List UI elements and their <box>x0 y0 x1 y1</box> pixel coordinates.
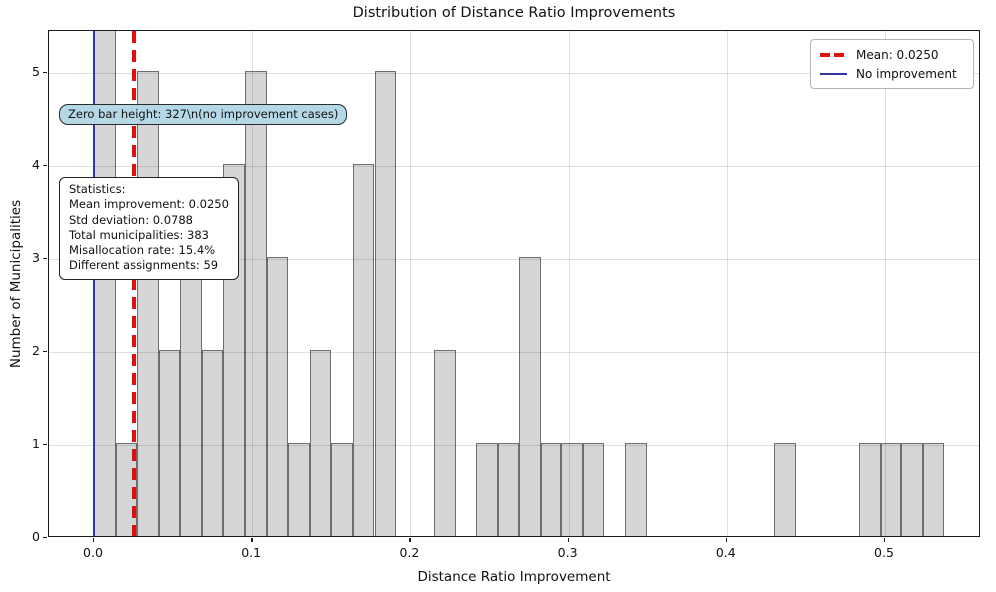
y-tick-label: 2 <box>32 342 40 358</box>
histogram-bar <box>540 443 561 536</box>
legend-item-mean: Mean: 0.0250 <box>820 45 964 64</box>
y-tick-mark <box>43 164 47 167</box>
statistics-annotation: Statistics: Mean improvement: 0.0250 Std… <box>59 177 239 280</box>
gridline-y <box>49 72 979 74</box>
histogram-bar <box>922 443 945 536</box>
no-improvement-line-sample <box>820 72 847 75</box>
x-tick-mark <box>251 538 253 542</box>
histogram-bar <box>859 443 881 536</box>
histogram-bar <box>901 443 923 536</box>
histogram-bar <box>476 443 498 536</box>
gridline-y <box>49 258 979 260</box>
x-tick-mark <box>725 538 728 542</box>
histogram-bar <box>561 443 583 536</box>
gridline-x <box>410 31 412 536</box>
histogram-bar <box>245 70 267 536</box>
histogram-bar <box>137 70 159 536</box>
y-tick-label: 3 <box>32 249 40 265</box>
mean-line <box>131 31 136 536</box>
gridline-x <box>726 31 728 536</box>
zero-bar-annotation: Zero bar height: 327\n(no improvement ca… <box>59 104 348 125</box>
chart-title: Distribution of Distance Ratio Improveme… <box>352 5 676 21</box>
gridline-x <box>252 31 254 536</box>
x-tick-label: 0.5 <box>874 545 894 560</box>
y-tick-label: 5 <box>32 63 40 79</box>
x-tick-label: 0.0 <box>83 545 103 560</box>
stats-line: Different assignments: 59 <box>69 258 219 273</box>
x-tick-label: 0.3 <box>557 545 578 560</box>
legend: Mean: 0.0250 No improvement <box>810 39 974 89</box>
y-tick-label: 1 <box>32 436 40 451</box>
histogram-bar <box>288 443 310 536</box>
histogram-bar <box>497 443 520 536</box>
x-tick-label: 0.1 <box>241 545 262 560</box>
y-axis-label: Number of Municipalities <box>8 199 24 369</box>
no-improvement-line <box>93 31 95 536</box>
plot-area <box>48 30 980 537</box>
stats-line: Misallocation rate: 15.4% <box>69 243 216 258</box>
histogram-bar <box>309 349 332 536</box>
stats-line: Std deviation: 0.0788 <box>69 212 193 227</box>
histogram-bar <box>773 443 796 536</box>
gridline-x <box>568 31 570 536</box>
histogram-bar <box>434 349 456 536</box>
histogram-bar <box>331 443 353 536</box>
x-tick-label: 0.2 <box>399 545 420 560</box>
x-tick-mark <box>567 538 569 542</box>
x-tick-mark <box>884 538 886 542</box>
y-tick-mark <box>43 537 47 539</box>
y-tick-mark <box>43 444 47 446</box>
histogram-bar <box>352 163 375 536</box>
histogram-bar <box>201 349 224 536</box>
histogram-bar <box>881 443 901 536</box>
histogram-bar <box>158 349 181 536</box>
legend-label: No improvement <box>856 66 957 81</box>
gridline-y <box>49 445 979 446</box>
stats-line: Mean improvement: 0.0250 <box>69 197 229 212</box>
x-tick-mark <box>409 538 411 542</box>
y-tick-label: 4 <box>32 156 40 172</box>
gridline-x <box>885 31 886 536</box>
gridline-y <box>49 351 979 353</box>
stats-line: Total municipalities: 383 <box>69 227 209 242</box>
y-tick-label: 0 <box>32 529 40 544</box>
histogram-bar <box>374 70 396 536</box>
stats-line: Statistics: <box>69 182 126 196</box>
x-axis-label: Distance Ratio Improvement <box>417 569 611 585</box>
x-tick-mark <box>93 538 95 542</box>
histogram-bar <box>519 256 541 536</box>
y-tick-mark <box>43 350 47 353</box>
legend-item-no-improvement: No improvement <box>820 64 964 83</box>
legend-label: Mean: 0.0250 <box>856 47 939 62</box>
y-tick-mark <box>43 257 47 260</box>
gridline-y <box>49 165 979 167</box>
mean-dashed-line-sample <box>820 52 847 57</box>
x-tick-label: 0.4 <box>715 545 736 560</box>
histogram-bar <box>266 256 289 536</box>
histogram-bar <box>625 443 648 536</box>
histogram-bar <box>582 443 605 536</box>
y-tick-mark <box>43 71 47 74</box>
histogram-bar <box>180 256 202 536</box>
